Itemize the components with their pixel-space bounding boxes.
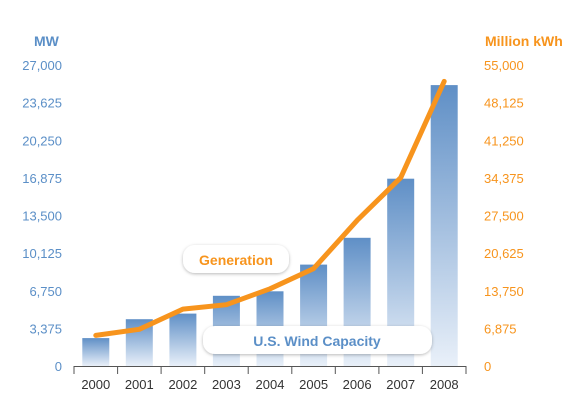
capacity-bar bbox=[430, 85, 458, 366]
right-tick-label: 48,125 bbox=[484, 96, 524, 111]
generation-line bbox=[93, 78, 447, 338]
right-tick-label: 6,875 bbox=[484, 321, 517, 336]
generation-callout: Generation bbox=[183, 245, 289, 273]
x-tick-label: 2005 bbox=[299, 377, 328, 392]
left-tick-label: 10,125 bbox=[22, 246, 62, 261]
capacity-bar bbox=[169, 313, 197, 366]
left-tick-label: 27,000 bbox=[22, 58, 62, 73]
right-tick-label: 34,375 bbox=[484, 171, 524, 186]
right-tick-label: 0 bbox=[484, 359, 491, 374]
left-tick-label: 20,250 bbox=[22, 133, 62, 148]
right-axis-title: Million kWh bbox=[485, 33, 563, 49]
left-axis-ticks: 0 3,375 6,750 10,125 13,500 16,875 20,250 23,62… bbox=[22, 58, 62, 374]
left-tick-label: 13,500 bbox=[22, 209, 62, 224]
x-tick-label: 2000 bbox=[81, 377, 110, 392]
generation-callout-label: Generation bbox=[199, 252, 273, 268]
right-tick-label: 20,625 bbox=[484, 246, 524, 261]
x-tick-label: 2007 bbox=[386, 377, 415, 392]
capacity-callout: U.S. Wind Capacity bbox=[203, 326, 432, 354]
right-tick-label: 13,750 bbox=[484, 284, 524, 299]
capacity-bars bbox=[82, 85, 458, 366]
x-tick-label: 2003 bbox=[212, 377, 241, 392]
x-tick-label: 2002 bbox=[168, 377, 197, 392]
left-tick-label: 16,875 bbox=[22, 171, 62, 186]
capacity-callout-label: U.S. Wind Capacity bbox=[253, 333, 381, 349]
right-tick-label: 27,500 bbox=[484, 209, 524, 224]
x-axis: 2000 2001 2002 2003 2004 2005 2006 2007 2008 bbox=[73, 366, 467, 392]
x-tick-label: 2006 bbox=[343, 377, 372, 392]
left-tick-label: 3,375 bbox=[29, 321, 62, 336]
right-axis-ticks: 0 6,875 13,750 20,625 27,500 34,375 41,250 48,1… bbox=[484, 58, 524, 374]
x-tick-label: 2001 bbox=[125, 377, 154, 392]
left-axis-title: MW bbox=[34, 33, 60, 49]
generation-line-layer bbox=[93, 78, 447, 338]
capacity-bar bbox=[82, 338, 110, 366]
right-tick-label: 41,250 bbox=[484, 133, 524, 148]
left-tick-label: 23,625 bbox=[22, 96, 62, 111]
left-tick-label: 6,750 bbox=[29, 284, 62, 299]
x-tick-label: 2008 bbox=[430, 377, 459, 392]
left-tick-label: 0 bbox=[55, 359, 62, 374]
x-tick-label: 2004 bbox=[256, 377, 285, 392]
right-tick-label: 55,000 bbox=[484, 58, 524, 73]
